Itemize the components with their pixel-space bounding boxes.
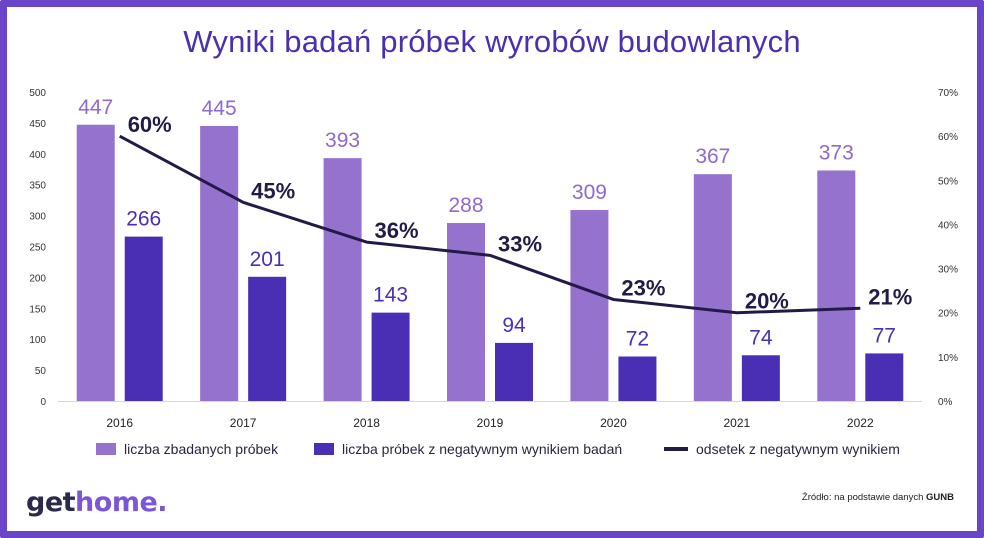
chart-title: Wyniki badań próbek wyrobów budowlanych [183,24,801,59]
data-label-rate: 60% [128,112,172,137]
y-left-tick-label: 500 [29,88,46,99]
data-label-tested: 447 [78,96,113,119]
y-left-tick-label: 0 [40,397,46,408]
x-tick-label: 2021 [724,416,751,430]
data-label-tested: 445 [202,97,237,120]
bar-negative [495,342,533,401]
legend-swatch-rate [664,447,688,451]
y-left-tick-label: 50 [35,366,47,377]
y-right-tick-label: 70% [938,88,958,99]
bar-tested [200,125,239,402]
legend-item-negative: liczba próbek z negatywnym wynikiem bada… [314,441,622,457]
chart-legend: liczba zbadanych próbek liczba próbek z … [96,441,936,461]
data-label-negative: 74 [749,326,773,349]
logo-part-home: home. [75,487,168,518]
x-tick-label: 2016 [106,416,133,430]
data-label-rate: 20% [745,289,789,314]
bar-tested [323,158,362,401]
x-tick-label: 2019 [477,416,504,430]
data-label-negative: 72 [626,328,649,351]
line-rate [119,134,861,315]
legend-label-tested: liczba zbadanych próbek [124,441,279,457]
bar-negative [618,356,657,401]
x-tick-label: 2018 [353,416,380,430]
y-right-tick-label: 60% [938,132,958,143]
data-label-tested: 367 [695,145,730,168]
x-tick-label: 2017 [230,416,257,430]
bar-negative [371,312,410,401]
data-label-negative: 77 [873,324,896,347]
legend-item-tested: liczba zbadanych próbek [96,441,278,457]
y-left-tick-label: 250 [29,243,46,254]
data-label-rate: 33% [498,231,542,256]
logo-part-get: get [26,487,76,518]
gethome-logo: gethome. [26,487,168,518]
data-label-rate: 36% [375,218,419,243]
legend-swatch-tested [96,443,116,455]
y-left-tick-label: 400 [29,150,46,161]
y-right-tick-label: 0% [938,397,953,408]
data-label-negative: 143 [373,284,408,307]
data-label-negative: 201 [250,248,285,271]
legend-item-rate: odsetek z negatywnym wynikiem [664,441,900,457]
x-tick-label: 2020 [600,416,627,430]
source-prefix: Źródło: na podstawie danych [801,492,927,503]
bar-negative [865,353,904,401]
y-left-tick-label: 350 [29,181,46,192]
bar-negative [741,355,780,401]
y-right-tick-label: 30% [938,265,958,276]
data-label-tested: 309 [572,181,607,204]
bar-tested [693,174,732,401]
bar-tested [817,170,856,401]
data-label-rate: 23% [621,275,665,300]
y-right-tick-label: 50% [938,176,958,187]
source-note: Źródło: na podstawie danych GUNB [802,492,954,503]
y-right-tick-label: 40% [938,220,958,231]
bar-negative [248,276,287,401]
data-label-tested: 288 [448,194,483,217]
y-left-tick-label: 200 [29,273,46,284]
bar-tested [447,223,485,401]
y-left-tick-label: 450 [29,119,46,130]
data-label-negative: 266 [126,208,161,231]
y-left-tick-label: 150 [29,304,46,315]
data-label-tested: 393 [325,129,360,152]
data-label-rate: 21% [868,284,912,309]
x-tick-label: 2022 [847,416,874,430]
bar-tested [570,210,609,401]
y-left-tick-label: 300 [29,212,46,223]
data-label-negative: 94 [502,314,526,337]
bar-negative [124,236,163,401]
legend-swatch-negative [314,443,334,455]
data-label-tested: 373 [819,141,854,164]
legend-label-rate: odsetek z negatywnym wynikiem [696,441,900,457]
y-right-tick-label: 20% [938,309,958,320]
y-right-tick-label: 10% [938,353,958,364]
bar-tested [76,124,115,401]
y-left-tick-label: 100 [29,335,46,346]
data-label-rate: 45% [251,178,295,203]
legend-label-negative: liczba próbek z negatywnym wynikiem bada… [342,441,623,457]
source-org: GUNB [926,492,954,503]
